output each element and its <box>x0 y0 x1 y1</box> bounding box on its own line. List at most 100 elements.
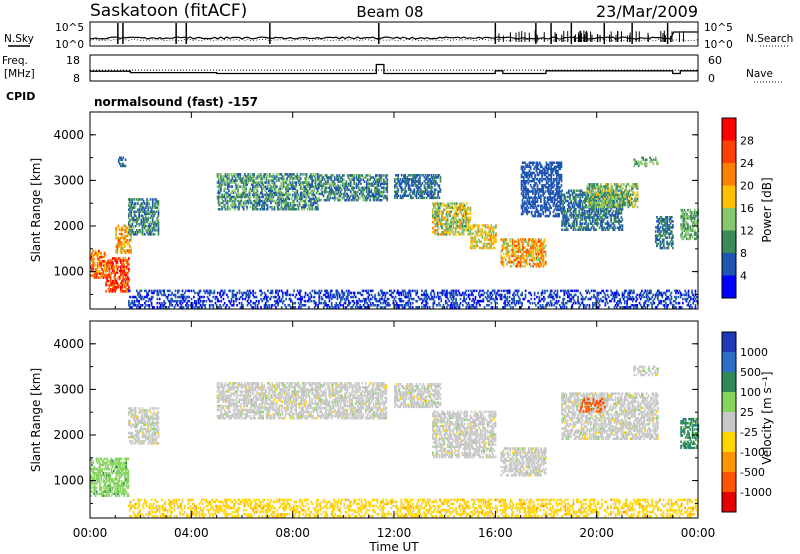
scatter-cell <box>269 205 271 209</box>
scatter-cell <box>221 193 223 197</box>
scatter-cell <box>153 214 155 218</box>
scatter-cell <box>427 184 429 187</box>
scatter-cell <box>449 224 451 228</box>
scatter-cell <box>223 195 226 199</box>
scatter-cell <box>120 273 122 277</box>
scatter-cell <box>435 222 438 226</box>
scatter-cell <box>411 182 413 185</box>
scatter-cell <box>454 233 457 236</box>
scatter-cell <box>295 183 297 186</box>
scatter-cell <box>261 203 263 207</box>
scatter-cell <box>454 231 457 234</box>
scatter-cell <box>573 189 576 192</box>
scatter-cell <box>636 191 639 194</box>
scatter-cell <box>241 177 244 180</box>
scatter-cell <box>438 218 441 222</box>
scatter-cell <box>383 182 385 185</box>
scatter-cell <box>133 218 136 222</box>
scatter-cell <box>415 196 418 200</box>
scatter-cell <box>247 181 250 184</box>
scatter-cell <box>253 187 255 190</box>
scatter-cell <box>291 181 294 184</box>
scatter-cell <box>362 178 365 181</box>
scatter-cell <box>437 190 439 193</box>
scatter-cell <box>369 194 371 198</box>
scatter-cell <box>157 210 160 213</box>
scatter-cell <box>278 173 280 176</box>
scatter-cell <box>296 189 299 192</box>
scatter-cell <box>467 224 469 228</box>
scatter-cell <box>129 200 131 203</box>
scatter-cell <box>153 222 155 226</box>
scatter-cell <box>273 177 276 180</box>
scatter-cell <box>102 264 105 267</box>
scatter-cell <box>386 198 389 202</box>
scatter-cell <box>226 179 229 182</box>
scatter-cell <box>258 203 261 207</box>
scatter-cell <box>339 198 342 202</box>
scatter-cell <box>112 261 114 264</box>
scatter-cell <box>279 185 282 188</box>
scatter-cell <box>279 193 282 197</box>
scatter-cell <box>157 220 160 224</box>
scatter-cell <box>543 238 546 241</box>
scatter-cell <box>303 193 305 197</box>
scatter-cell <box>378 192 381 196</box>
scatter-cell <box>110 283 113 287</box>
scatter-cell <box>122 275 124 279</box>
scatter-cell <box>437 210 440 213</box>
scatter-cell <box>302 203 304 207</box>
scatter-cell <box>131 224 134 228</box>
scatter-cell <box>99 264 101 267</box>
scatter-cell <box>367 182 369 185</box>
scatter-cell <box>128 222 130 226</box>
scatter-cell <box>349 182 352 185</box>
scatter-cell <box>225 193 228 197</box>
scatter-cell <box>314 179 317 182</box>
scatter-cell <box>431 194 434 197</box>
scatter-cell <box>231 181 234 184</box>
scatter-cell <box>115 236 117 240</box>
scatter-cell <box>465 208 467 211</box>
scatter-cell <box>126 234 129 238</box>
scatter-cell <box>247 179 250 182</box>
scatter-cell <box>130 247 132 250</box>
scatter-cell <box>118 241 121 244</box>
scatter-cell <box>263 199 266 203</box>
scatter-cell <box>275 177 278 180</box>
scatter-cell <box>128 202 130 205</box>
scatter-cell <box>224 199 227 203</box>
scatter-cell <box>435 182 437 185</box>
scatter-cell <box>695 231 697 234</box>
scatter-cell <box>96 266 99 269</box>
scatter-cell <box>116 286 119 289</box>
scatter-cell <box>461 224 464 228</box>
scatter-cell <box>407 194 410 197</box>
scatter-cell <box>424 190 427 193</box>
scatter-cell <box>155 206 158 209</box>
scatter-cell <box>429 190 431 193</box>
scatter-cell <box>283 173 286 176</box>
scatter-cell <box>121 271 123 275</box>
scatter-cell <box>332 182 335 185</box>
scatter-cell <box>455 202 458 205</box>
scatter-cell <box>114 279 116 283</box>
scatter-cell <box>244 189 246 192</box>
scatter-cell <box>460 208 463 211</box>
scatter-cell <box>379 190 382 194</box>
scatter-cell <box>125 259 128 262</box>
scatter-cell <box>286 193 288 197</box>
scatter-cell <box>336 174 338 177</box>
scatter-cell <box>218 185 221 188</box>
scatter-cell <box>462 206 465 209</box>
scatter-cell <box>261 179 263 182</box>
scatter-cell <box>100 262 102 265</box>
scatter-cell <box>123 236 125 240</box>
scatter-cell <box>467 222 469 226</box>
scatter-cell <box>151 216 154 220</box>
scatter-cell <box>285 197 287 201</box>
scatter-cell <box>217 181 220 184</box>
scatter-cell <box>103 260 106 263</box>
scatter-cell <box>291 205 294 209</box>
scatter-cell <box>406 176 409 179</box>
